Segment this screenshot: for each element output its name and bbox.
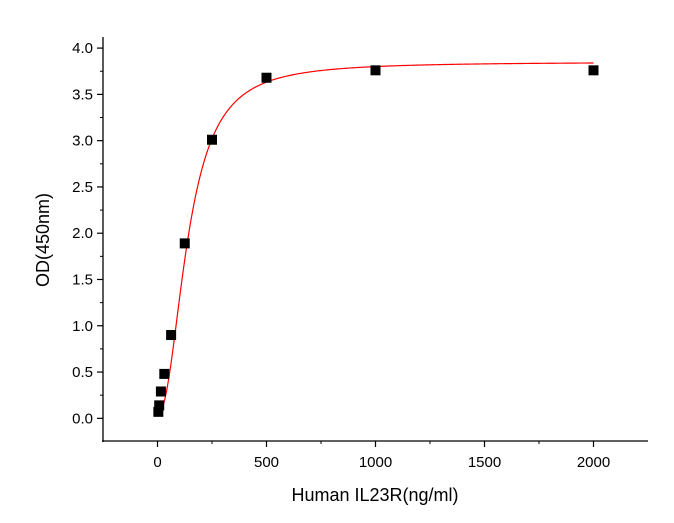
y-tick-label: 0.5 <box>72 364 93 381</box>
x-tick-label: 500 <box>254 454 279 471</box>
y-tick-label: 3.5 <box>72 86 93 103</box>
y-axis: 0.0 0.5 1.0 1.5 2.0 2.5 3.0 3.5 4.0 <box>72 37 104 442</box>
x-tick-label: 1500 <box>468 454 501 471</box>
data-point-marker <box>154 400 165 411</box>
data-point-marker <box>261 72 272 83</box>
y-tick-label: 2.5 <box>72 179 93 196</box>
y-axis-title: OD(450nm) <box>33 193 53 287</box>
y-tick-label: 3.0 <box>72 133 93 150</box>
fit-curve <box>157 62 594 415</box>
data-points <box>153 65 599 417</box>
x-tick-label: 2000 <box>577 454 610 471</box>
fit-curve-line <box>157 62 594 415</box>
y-tick-label: 0.0 <box>72 410 93 427</box>
x-axis: 0 500 1000 1500 2000 <box>102 440 648 471</box>
data-point-marker <box>153 406 164 417</box>
x-tick-label: 0 <box>153 454 161 471</box>
y-tick-label: 4.0 <box>72 40 93 57</box>
data-point-marker <box>155 386 166 397</box>
data-point-marker <box>159 368 170 379</box>
y-tick-label: 1.0 <box>72 318 93 335</box>
y-tick-label: 2.0 <box>72 225 93 242</box>
data-point-marker <box>207 134 217 145</box>
x-tick-label: 1000 <box>359 454 392 471</box>
data-point-marker <box>370 65 381 76</box>
x-axis-title: Human IL23R(ng/ml) <box>291 485 458 505</box>
data-point-marker <box>588 65 599 76</box>
y-tick-label: 1.5 <box>72 271 93 288</box>
data-point-marker <box>179 238 190 249</box>
data-point-marker <box>166 330 177 341</box>
